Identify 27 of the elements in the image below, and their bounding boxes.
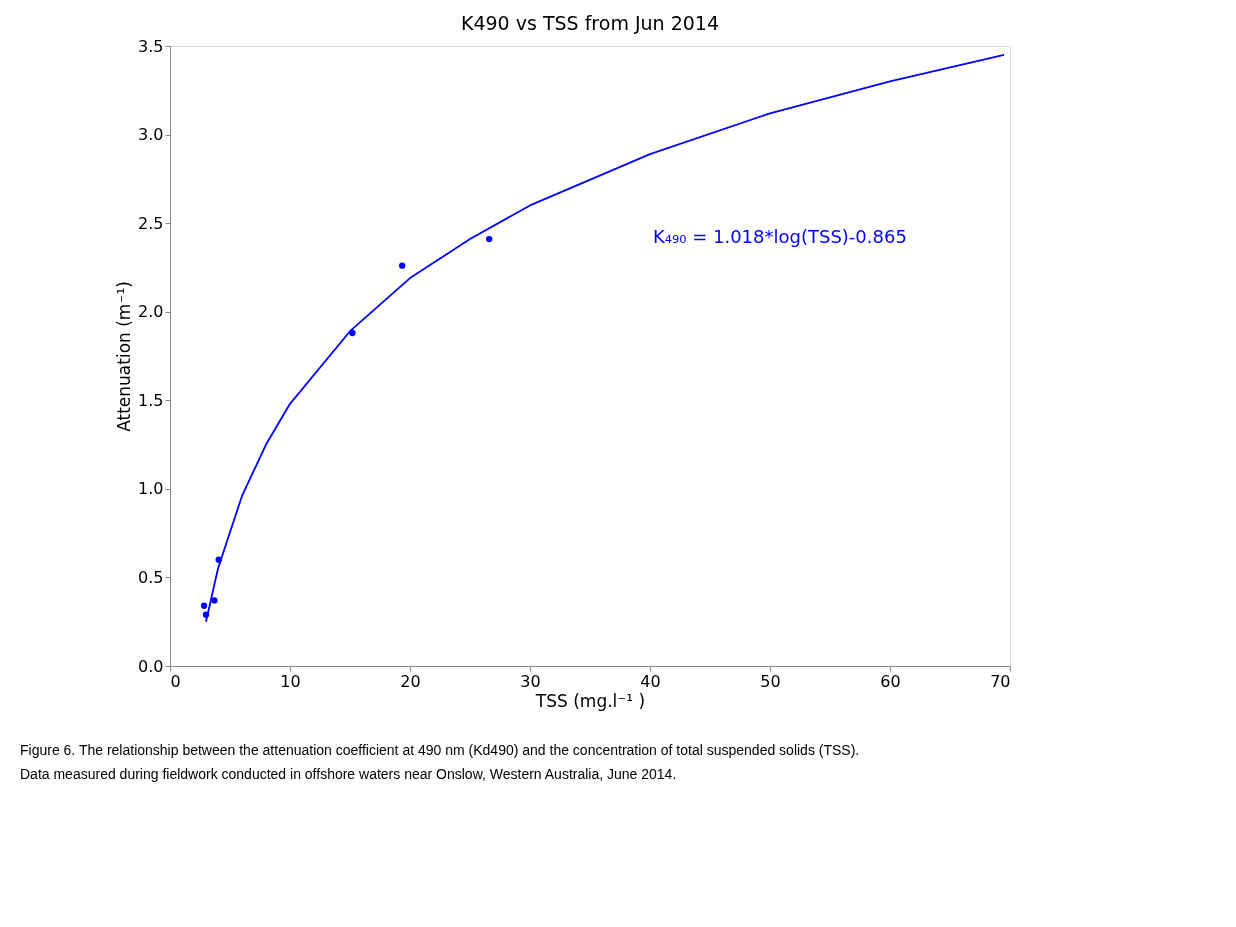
point (200, 602, 208, 609)
x-tick-label: 0 (170, 671, 181, 691)
y-tick-label: 1.0 (138, 479, 164, 499)
point (399, 262, 406, 269)
x-tick-label: 60 (880, 671, 901, 691)
annotation: K₄₉₀ = 1.018*log(TSS)-0.865 (653, 226, 907, 248)
point (486, 235, 493, 243)
x-tick-label: 40 (640, 671, 661, 691)
y-tick-label: 3.5 (138, 36, 164, 56)
text: Data measured during fieldwork conducted in offshore waters near Onslow, Western Australia, June 2014. (20, 766, 677, 782)
y-tick-label: 0.0 (138, 656, 164, 676)
x-tick-label: 50 (760, 671, 781, 691)
y-tick-label: 3.0 (138, 125, 164, 145)
y-tick-label: 1.5 (138, 390, 164, 410)
y-axis-title: Attenuation (m⁻¹) (114, 281, 135, 432)
y-tick-label: 0.5 (138, 567, 164, 587)
chart-title: K490 vs TSS from Jun 2014 (460, 12, 720, 34)
x-axis-title: TSS (mg.l⁻¹ ) (534, 690, 646, 711)
x-tick-label: 30 (520, 671, 541, 691)
y-tick-label: 2.5 (138, 213, 164, 233)
y-tick-label: 2.0 (138, 302, 164, 322)
caption: Figure 6. The relationship between the attenuation coefficient at 490 nm (Kd490) and the concentration of total suspended solids (TSS). (20, 742, 860, 758)
x-tick-label: 10 (280, 671, 301, 691)
x-tick-label: 20 (400, 671, 421, 691)
line-series (205, 53, 1005, 623)
point (211, 597, 218, 604)
x-tick-label: 70 (990, 671, 1011, 691)
